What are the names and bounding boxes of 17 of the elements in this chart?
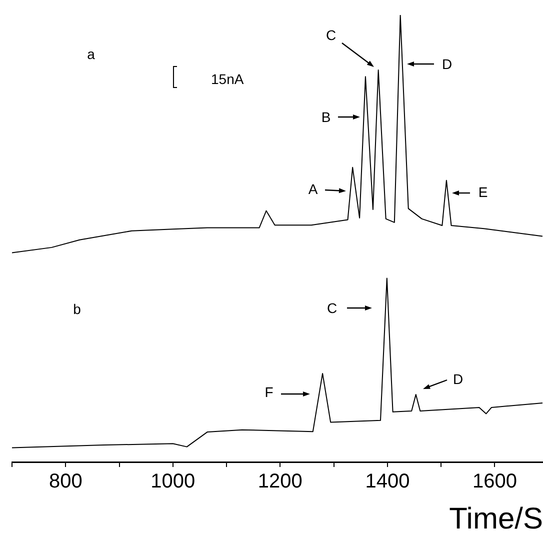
annotation: C xyxy=(326,26,336,43)
annotation: C xyxy=(326,300,338,316)
annotation: D xyxy=(452,370,464,387)
x-axis-title: Time/S xyxy=(449,502,543,536)
x-tick-label: 1600 xyxy=(472,470,517,493)
x-tick-label: 1400 xyxy=(365,470,410,493)
x-tick-label: 800 xyxy=(48,470,82,493)
x-tick-label: 1000 xyxy=(150,470,196,493)
annotation: a xyxy=(87,46,96,62)
annotation: F xyxy=(264,384,274,400)
annotation: 15nA xyxy=(211,70,244,87)
annotation: b xyxy=(73,300,82,317)
annotation: D xyxy=(442,56,452,72)
x-tick-label: 1200 xyxy=(258,470,302,493)
annotation: B xyxy=(321,108,331,125)
annotation: E xyxy=(478,184,488,200)
annotation: A xyxy=(308,180,318,197)
